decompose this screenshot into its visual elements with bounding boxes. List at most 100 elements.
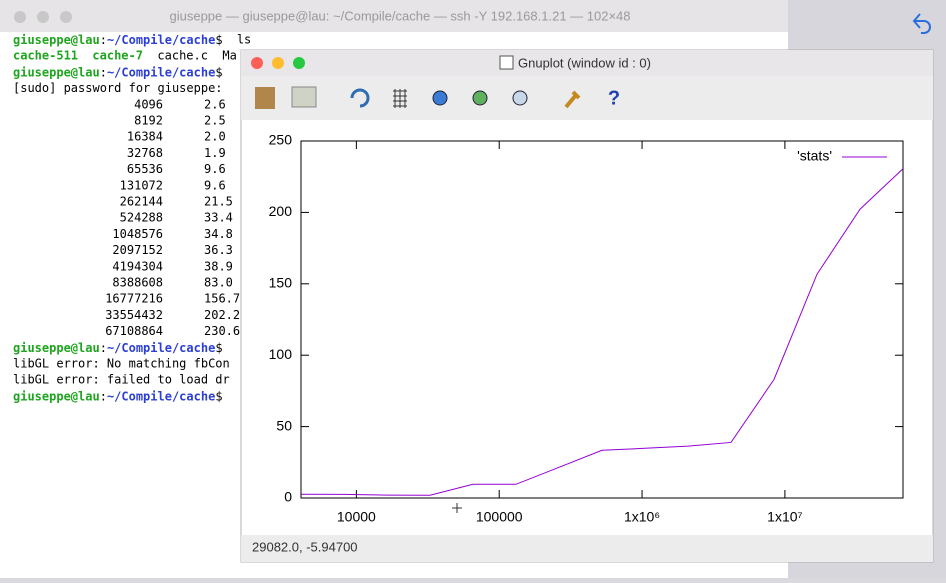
terminal-content: giuseppe@lau:~/Compile/cache$ lscache-511… [13, 33, 251, 403]
size-cell: 33554432 [105, 308, 163, 322]
gnuplot-titlebar [241, 50, 933, 76]
help-button[interactable]: ? [608, 87, 620, 109]
value-cell: 83.0 [204, 276, 233, 290]
prompt-path: ~/Compile/cache [107, 389, 215, 403]
ls-entry: cache.c [157, 49, 208, 63]
toolbar [241, 76, 933, 120]
cursor [452, 503, 462, 513]
status-text: 29082.0, -5.94700 [252, 539, 358, 554]
size-cell: 65536 [127, 162, 163, 176]
legend-label: 'stats' [797, 148, 832, 164]
terminal-line: giuseppe@lau:~/Compile/cache$ [13, 340, 223, 354]
grid-button[interactable] [393, 89, 407, 108]
replot-button[interactable] [350, 88, 370, 108]
gnuplot-window [240, 49, 934, 563]
terminal-line: giuseppe@lau:~/Compile/cache$ [13, 65, 223, 79]
x-tick-label: 1x10⁶ [624, 509, 660, 525]
prompt-user: giuseppe@lau [13, 340, 100, 354]
size-cell: 16384 [127, 130, 163, 144]
command: ls [237, 33, 251, 47]
terminal-line: giuseppe@lau:~/Compile/cache$ [13, 33, 223, 47]
size-cell: 4096 [134, 97, 163, 111]
series-line [300, 168, 904, 496]
ls-entry: Ma [222, 49, 236, 63]
prompt-path: ~/Compile/cache [107, 65, 215, 79]
value-cell: 2.5 [204, 114, 226, 128]
undo-icon[interactable] [912, 13, 931, 34]
value-cell: 2.6 [204, 97, 226, 111]
zoom-next-button[interactable] [472, 90, 488, 106]
value-cell: 21.5 [204, 195, 233, 209]
gnuplot-title: Gnuplot (window id : 0) [518, 55, 651, 70]
minimize-button[interactable] [272, 57, 284, 69]
value-cell: 230.6 [204, 324, 240, 338]
terminal-titlebar [0, 0, 788, 32]
prompt-end: $ [215, 389, 222, 403]
config-button[interactable] [564, 90, 581, 109]
y-tick-label: 100 [269, 346, 293, 362]
prompt-sep: : [100, 33, 107, 47]
prompt-sep: : [100, 340, 107, 354]
x-tick-label: 10000 [337, 509, 376, 525]
size-cell: 1048576 [112, 227, 163, 241]
prompt-user: giuseppe@lau [13, 389, 100, 403]
minimize-button[interactable] [37, 11, 49, 23]
value-cell: 1.9 [204, 146, 226, 160]
print-button[interactable] [291, 86, 317, 108]
value-cell: 36.3 [204, 243, 233, 257]
ls-entry: cache-511 [13, 49, 78, 63]
prompt-end: $ [215, 65, 222, 79]
plot: 0 50 100 150 200 250 10000 100000 1x10⁶ 1x10⁷ 'sta… [269, 132, 904, 525]
size-cell: 131072 [120, 178, 163, 192]
prompt-end: $ [215, 340, 222, 354]
y-tick-label: 250 [269, 132, 293, 148]
x11-icon [499, 55, 514, 70]
size-cell: 262144 [120, 195, 163, 209]
prompt-user: giuseppe@lau [13, 33, 100, 47]
error-line: libGL error: failed to load dr [13, 373, 230, 387]
value-cell: 2.0 [204, 130, 226, 144]
size-cell: 16777216 [105, 292, 163, 306]
value-cell: 156.7 [204, 292, 240, 306]
x-tick-label: 100000 [476, 509, 523, 525]
ls-entry: cache-7 [92, 49, 143, 63]
zoom-button[interactable] [293, 57, 305, 69]
prompt-path: ~/Compile/cache [107, 33, 215, 47]
zoom-back-button[interactable] [432, 90, 448, 106]
value-cell: 9.6 [204, 178, 226, 192]
x-tick-label: 1x10⁷ [767, 509, 802, 525]
size-cell: 67108864 [105, 324, 163, 338]
y-tick-label: 200 [269, 203, 293, 219]
y-tick-label: 150 [269, 275, 293, 291]
terminal-title: giuseppe — giuseppe@lau: ~/Compile/cache… [169, 8, 630, 23]
size-cell: 8388608 [112, 276, 163, 290]
size-cell: 2097152 [112, 243, 163, 257]
sudo-prompt: [sudo] password for giuseppe: [13, 81, 223, 95]
size-cell: 524288 [120, 211, 163, 225]
value-cell: 38.9 [204, 259, 233, 273]
copy-button[interactable] [255, 87, 275, 109]
prompt-sep: : [100, 389, 107, 403]
value-cell: 33.4 [204, 211, 233, 225]
size-cell: 8192 [134, 114, 163, 128]
unzoom-button[interactable] [512, 90, 528, 106]
status-bar [241, 535, 933, 562]
value-cell: 202.2 [204, 308, 240, 322]
size-cell: 32768 [127, 146, 163, 160]
plot-frame [300, 140, 904, 499]
zoom-button[interactable] [60, 11, 72, 23]
terminal-line: giuseppe@lau:~/Compile/cache$ [13, 389, 223, 403]
close-button[interactable] [251, 57, 263, 69]
value-cell: 34.8 [204, 227, 233, 241]
y-tick-label: 0 [284, 489, 292, 505]
prompt-path: ~/Compile/cache [107, 340, 215, 354]
y-tick-label: 50 [276, 417, 292, 433]
prompt-user: giuseppe@lau [13, 65, 100, 79]
close-button[interactable] [14, 11, 26, 23]
value-cell: 9.6 [204, 162, 226, 176]
prompt-sep: : [100, 65, 107, 79]
error-line: libGL error: No matching fbCon [13, 357, 230, 371]
prompt-end: $ [215, 33, 222, 47]
